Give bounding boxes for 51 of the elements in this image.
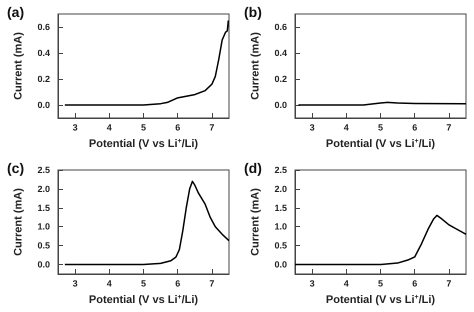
- y-tick-label: 2.5: [274, 165, 287, 175]
- line-series: [64, 20, 230, 106]
- y-tick-label: 2.0: [274, 184, 287, 194]
- x-tick-label: 3: [310, 122, 315, 132]
- x-tick-label: 3: [72, 122, 78, 132]
- y-axis-title: Current (mA): [250, 32, 262, 100]
- y-tick-label: 1.5: [274, 202, 287, 213]
- x-tick-label: 5: [140, 278, 146, 288]
- y-tick-label: 0.6: [37, 22, 50, 32]
- x-tick-label: 7: [209, 278, 214, 288]
- chart-title: (c): [7, 160, 24, 176]
- x-tick-label: 6: [175, 122, 180, 132]
- x-tick-label: 4: [344, 122, 349, 132]
- y-tick-label: 0.6: [274, 22, 287, 32]
- x-tick-label: 5: [378, 278, 384, 288]
- y-tick-label: 0.2: [274, 74, 287, 84]
- x-tick-label: 7: [209, 122, 214, 132]
- line-series: [294, 214, 467, 266]
- y-tick-label: 2.5: [37, 165, 50, 175]
- x-tick-label: 7: [446, 278, 452, 288]
- y-tick-label: 0.0: [274, 260, 287, 270]
- y-tick-label: 0.4: [274, 48, 287, 58]
- y-tick-label: 1.0: [37, 222, 50, 232]
- y-tick-label: 1.0: [274, 222, 287, 232]
- y-tick-label: 0.5: [274, 240, 287, 251]
- y-tick-label: 0.0: [37, 260, 50, 270]
- x-tick-label: 4: [344, 278, 349, 288]
- y-tick-label: 0.2: [37, 74, 50, 84]
- y-axis-title: Current (mA): [250, 188, 262, 256]
- y-tick-label: 1.5: [37, 202, 50, 213]
- line-series: [64, 180, 230, 266]
- x-tick-label: 6: [412, 122, 418, 132]
- y-tick-label: 2.0: [37, 184, 50, 194]
- x-tick-label: 4: [106, 278, 112, 288]
- chart-title: (d): [244, 160, 262, 176]
- y-tick-label: 0.4: [37, 48, 50, 58]
- x-tick-label: 7: [446, 122, 452, 132]
- x-tick-label: 4: [106, 122, 112, 132]
- x-tick-label: 5: [378, 122, 384, 132]
- y-tick-label: 0.0: [274, 100, 287, 110]
- x-tick-label: 5: [140, 122, 146, 132]
- x-tick-label: 6: [412, 278, 418, 288]
- y-tick-label: 0.0: [37, 100, 50, 110]
- x-tick-label: 3: [72, 278, 78, 288]
- y-axis-title: Current (mA): [12, 32, 24, 100]
- chart-title: (b): [244, 4, 262, 20]
- chart-title: (a): [7, 4, 24, 20]
- y-tick-label: 0.5: [37, 240, 50, 251]
- y-axis-title: Current (mA): [12, 188, 24, 256]
- x-tick-label: 6: [175, 278, 180, 288]
- x-tick-label: 3: [310, 278, 315, 288]
